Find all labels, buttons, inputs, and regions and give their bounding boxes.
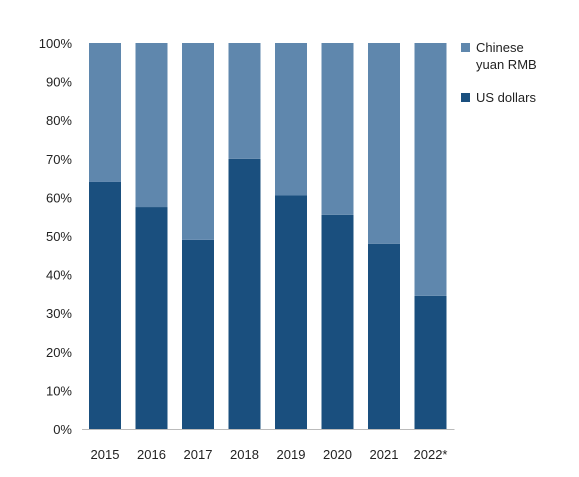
bar-chinese-yuan-rmb-2015: [89, 43, 121, 182]
x-tick-label-2019: 2019: [277, 447, 306, 462]
y-tick-label-40: 40%: [46, 268, 72, 283]
legend-swatch-us-dollars: [461, 93, 470, 102]
x-tick-label-2022: 2022*: [414, 447, 448, 462]
x-tick-label-2020: 2020: [323, 447, 352, 462]
y-tick-label-60: 60%: [46, 190, 72, 205]
legend-label-us-dollars-line-1: US dollars: [476, 90, 536, 105]
y-tick-label-90: 90%: [46, 75, 72, 90]
bar-chinese-yuan-rmb-2016: [135, 43, 168, 208]
x-tick-label-2015: 2015: [91, 447, 120, 462]
bar-chinese-yuan-rmb-2020: [321, 43, 354, 215]
bar-us-dollars-2022: [414, 295, 447, 429]
bar-us-dollars-2015: [89, 181, 121, 429]
y-tick-label-30: 30%: [46, 306, 72, 321]
y-tick-label-20: 20%: [46, 345, 72, 360]
x-tick-label-2021: 2021: [370, 447, 399, 462]
bar-us-dollars-2017: [182, 239, 214, 429]
x-tick-label-2016: 2016: [137, 447, 166, 462]
y-tick-label-0: 0%: [53, 422, 72, 437]
bar-chinese-yuan-rmb-2018: [228, 43, 261, 159]
bar-us-dollars-2021: [368, 243, 400, 429]
y-tick-label-10: 10%: [46, 383, 72, 398]
bar-chinese-yuan-rmb-2022: [414, 43, 447, 296]
bar-chinese-yuan-rmb-2017: [182, 43, 214, 240]
y-tick-label-80: 80%: [46, 113, 72, 128]
bar-us-dollars-2016: [135, 207, 168, 429]
legend-swatch-chinese-yuan-rmb: [461, 43, 470, 52]
bar-us-dollars-2018: [228, 158, 261, 430]
y-tick-label-100: 100%: [39, 36, 73, 51]
bar-us-dollars-2019: [275, 195, 307, 429]
bar-us-dollars-2020: [321, 214, 354, 429]
bar-chinese-yuan-rmb-2019: [275, 43, 307, 196]
x-tick-label-2018: 2018: [230, 447, 259, 462]
legend-label-chinese-yuan-rmb-line-2: yuan RMB: [476, 57, 537, 72]
bar-chinese-yuan-rmb-2021: [368, 43, 400, 244]
legend-label-chinese-yuan-rmb-line-1: Chinese: [476, 40, 524, 55]
x-tick-label-2017: 2017: [184, 447, 213, 462]
y-tick-label-70: 70%: [46, 152, 72, 167]
y-tick-label-50: 50%: [46, 229, 72, 244]
